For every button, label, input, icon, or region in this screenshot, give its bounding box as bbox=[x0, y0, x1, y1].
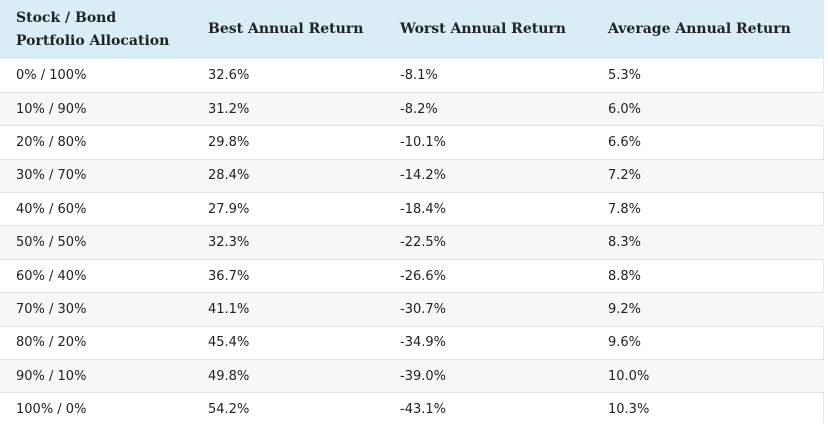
average-return-cell: 6.0% bbox=[608, 101, 642, 117]
allocation-cell: 90% / 10% bbox=[16, 368, 87, 384]
average-return-cell: 5.3% bbox=[608, 67, 642, 83]
allocation-cell: 40% / 60% bbox=[16, 201, 87, 217]
table-row: 100% / 0% 54.2% -43.1% 10.3% bbox=[0, 393, 824, 426]
allocation-cell: 30% / 70% bbox=[16, 168, 87, 184]
best-return-cell: 49.8% bbox=[208, 368, 250, 384]
best-return-cell: 32.3% bbox=[208, 235, 250, 251]
table-body: 0% / 100% 32.6% -8.1% 5.3% 10% / 90% 31.2% -8.… bbox=[0, 59, 824, 426]
header-allocation-line1: Stock / Bond bbox=[16, 9, 117, 26]
header-best-return: Best Annual Return bbox=[208, 21, 364, 37]
header-worst-return: Worst Annual Return bbox=[400, 21, 566, 37]
average-return-cell: 9.2% bbox=[608, 301, 642, 317]
worst-return-cell: -18.4% bbox=[400, 201, 446, 217]
best-return-cell: 41.1% bbox=[208, 301, 250, 317]
worst-return-cell: -39.0% bbox=[400, 368, 446, 384]
allocation-cell: 60% / 40% bbox=[16, 268, 87, 284]
table-row: 60% / 40% 36.7% -26.6% 8.8% bbox=[0, 259, 824, 293]
average-return-cell: 10.0% bbox=[608, 368, 650, 384]
table-row: 0% / 100% 32.6% -8.1% 5.3% bbox=[0, 59, 824, 93]
worst-return-cell: -30.7% bbox=[400, 301, 446, 317]
worst-return-cell: -14.2% bbox=[400, 168, 446, 184]
worst-return-cell: -34.9% bbox=[400, 335, 446, 351]
worst-return-cell: -22.5% bbox=[400, 235, 446, 251]
average-return-cell: 7.2% bbox=[608, 168, 642, 184]
allocation-cell: 0% / 100% bbox=[16, 67, 87, 83]
table-header: Stock / Bond Portfolio Allocation Best A… bbox=[0, 0, 824, 59]
best-return-cell: 31.2% bbox=[208, 101, 250, 117]
worst-return-cell: -8.1% bbox=[400, 67, 438, 83]
best-return-cell: 54.2% bbox=[208, 402, 250, 418]
allocation-cell: 80% / 20% bbox=[16, 335, 87, 351]
table-row: 90% / 10% 49.8% -39.0% 10.0% bbox=[0, 359, 824, 393]
best-return-cell: 32.6% bbox=[208, 67, 250, 83]
table-row: 20% / 80% 29.8% -10.1% 6.6% bbox=[0, 126, 824, 160]
best-return-cell: 29.8% bbox=[208, 134, 250, 150]
best-return-cell: 45.4% bbox=[208, 335, 250, 351]
worst-return-cell: -8.2% bbox=[400, 101, 438, 117]
average-return-cell: 8.3% bbox=[608, 235, 642, 251]
header-row: Stock / Bond Portfolio Allocation Best A… bbox=[0, 0, 824, 59]
average-return-cell: 10.3% bbox=[608, 402, 650, 418]
average-return-cell: 6.6% bbox=[608, 134, 642, 150]
header-allocation: Stock / Bond Portfolio Allocation bbox=[0, 0, 192, 59]
best-return-cell: 28.4% bbox=[208, 168, 250, 184]
allocation-cell: 20% / 80% bbox=[16, 134, 87, 150]
worst-return-cell: -26.6% bbox=[400, 268, 446, 284]
header-average-return: Average Annual Return bbox=[608, 21, 791, 37]
average-return-cell: 8.8% bbox=[608, 268, 642, 284]
table-row: 30% / 70% 28.4% -14.2% 7.2% bbox=[0, 159, 824, 193]
table-row: 10% / 90% 31.2% -8.2% 6.0% bbox=[0, 92, 824, 126]
allocation-cell: 70% / 30% bbox=[16, 301, 87, 317]
table-row: 70% / 30% 41.1% -30.7% 9.2% bbox=[0, 292, 824, 327]
average-return-cell: 7.8% bbox=[608, 201, 642, 217]
allocation-cell: 100% / 0% bbox=[16, 402, 87, 418]
table-row: 40% / 60% 27.9% -18.4% 7.8% bbox=[0, 193, 824, 226]
worst-return-cell: -43.1% bbox=[400, 402, 446, 418]
best-return-cell: 27.9% bbox=[208, 201, 250, 217]
table-row: 50% / 50% 32.3% -22.5% 8.3% bbox=[0, 225, 824, 260]
header-allocation-line2: Portfolio Allocation bbox=[16, 32, 170, 49]
average-return-cell: 9.6% bbox=[608, 335, 642, 351]
allocation-cell: 10% / 90% bbox=[16, 101, 87, 117]
table-row: 80% / 20% 45.4% -34.9% 9.6% bbox=[0, 326, 824, 360]
best-return-cell: 36.7% bbox=[208, 268, 250, 284]
allocation-cell: 50% / 50% bbox=[16, 235, 87, 251]
worst-return-cell: -10.1% bbox=[400, 134, 446, 150]
